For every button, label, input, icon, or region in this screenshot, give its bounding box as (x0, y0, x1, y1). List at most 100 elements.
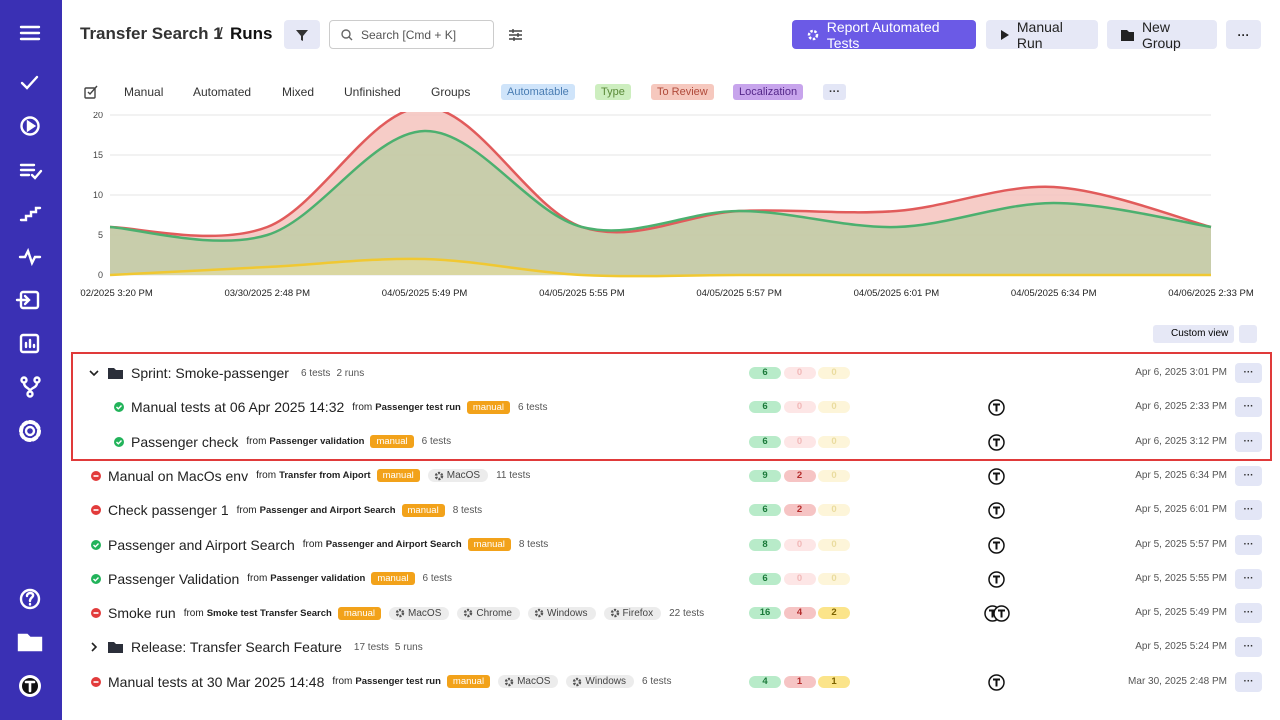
run-source: Passenger and Airport Search (260, 505, 396, 516)
test-count: 8 tests (453, 505, 482, 516)
table-row[interactable]: Passenger and Airport SearchfromPassenge… (62, 528, 1280, 562)
run-title: Manual on MacOs env (108, 468, 248, 484)
test-count: 8 tests (519, 539, 548, 550)
y-tick-label: 0 (98, 270, 103, 280)
x-tick-label: 04/05/2025 5:57 PM (696, 288, 782, 299)
x-tick-label: 04/05/2025 5:55 PM (539, 288, 625, 299)
run-count: 5 runs (395, 642, 423, 653)
x-tick-label: 04/05/2025 5:49 PM (382, 288, 468, 299)
count-pill: 16 (749, 607, 781, 619)
assignee-avatars (988, 537, 1005, 554)
table-row[interactable]: Manual on MacOs envfromTransfer from Aip… (62, 459, 1280, 493)
run-source: Passenger validation (270, 573, 365, 584)
from-label: from (332, 676, 352, 687)
env-chip: MacOS (389, 607, 449, 620)
table-row[interactable]: Check passenger 1fromPassenger and Airpo… (62, 493, 1280, 527)
status-icon (91, 540, 101, 550)
table-row[interactable]: Release: Transfer Search Feature 17 tests… (62, 630, 1280, 664)
group-title: Release: Transfer Search Feature (131, 639, 342, 655)
row-content: Check passenger 1fromPassenger and Airpo… (91, 493, 482, 527)
count-pill: 0 (818, 504, 850, 516)
custom-view-button[interactable]: Custom view (1153, 325, 1234, 343)
assignee-avatars (988, 468, 1005, 485)
run-date: Mar 30, 2025 2:48 PM (1128, 676, 1227, 687)
count-pill: 0 (818, 573, 850, 585)
view-settings-button[interactable] (1239, 325, 1257, 343)
assignee-avatars (988, 674, 1005, 691)
status-icon (91, 574, 101, 584)
status-icon (91, 608, 101, 618)
status-icon (91, 471, 101, 481)
count-pill: 8 (749, 539, 781, 551)
env-label: Windows (585, 676, 626, 687)
row-menu[interactable]: ··· (1235, 500, 1262, 520)
row-content: Passenger and Airport SearchfromPassenge… (91, 528, 548, 562)
group-icons (88, 641, 123, 653)
run-tag: manual (468, 538, 511, 551)
table-row[interactable]: Passenger ValidationfromPassenger valida… (62, 562, 1280, 596)
assignee-avatars (984, 605, 1010, 622)
count-pill: 1 (784, 676, 816, 688)
env-label: Windows (547, 608, 588, 619)
run-source: Passenger test run (355, 676, 441, 687)
run-tag: manual (371, 572, 414, 585)
row-menu[interactable]: ··· (1235, 672, 1262, 692)
row-menu[interactable]: ··· (1235, 535, 1262, 555)
run-tag: manual (338, 607, 381, 620)
count-pill: 4 (749, 676, 781, 688)
env-label: MacOS (408, 608, 441, 619)
run-date: Apr 5, 2025 6:01 PM (1135, 504, 1227, 515)
y-tick-label: 5 (98, 230, 103, 240)
run-title: Smoke run (108, 605, 176, 621)
row-content: Passenger ValidationfromPassenger valida… (91, 562, 452, 596)
button-label: Custom view (1171, 328, 1228, 339)
count-pill: 1 (818, 676, 850, 688)
x-tick-label: 04/06/2025 2:33 PM (1168, 288, 1254, 299)
count-pill: 2 (784, 504, 816, 516)
table-row[interactable]: Smoke runfromSmoke test Transfer Searchm… (62, 596, 1280, 630)
run-date: Apr 5, 2025 5:55 PM (1135, 573, 1227, 584)
count-pill: 0 (818, 539, 850, 551)
count-pill: 0 (818, 470, 850, 482)
run-tag: manual (447, 675, 490, 688)
test-count: 22 tests (669, 608, 704, 619)
y-tick-label: 15 (93, 150, 103, 160)
row-menu[interactable]: ··· (1235, 569, 1262, 589)
y-tick-label: 20 (93, 110, 103, 120)
highlight-box (71, 352, 1272, 461)
run-tag: manual (402, 504, 445, 517)
run-title: Passenger and Airport Search (108, 537, 295, 553)
count-pill: 9 (749, 470, 781, 482)
status-icon (91, 505, 101, 515)
env-label: Firefox (623, 608, 654, 619)
count-pill: 2 (784, 470, 816, 482)
run-source: Smoke test Transfer Search (207, 608, 332, 619)
row-menu[interactable]: ··· (1235, 603, 1262, 623)
test-count: 17 tests (354, 642, 389, 653)
env-chip: Chrome (457, 607, 520, 620)
assignee-avatars (988, 571, 1005, 588)
env-chip: Windows (566, 675, 634, 688)
run-source: Transfer from Aiport (279, 470, 371, 481)
run-date: Apr 5, 2025 5:49 PM (1135, 607, 1227, 618)
run-title: Check passenger 1 (108, 502, 229, 518)
table-row[interactable]: Manual tests at 30 Mar 2025 14:48fromPas… (62, 665, 1280, 699)
row-menu[interactable]: ··· (1235, 466, 1262, 486)
count-pill: 6 (749, 573, 781, 585)
count-pill: 0 (784, 573, 816, 585)
count-pill: 2 (818, 607, 850, 619)
count-pill: 6 (749, 504, 781, 516)
run-date: Apr 5, 2025 5:24 PM (1135, 641, 1227, 652)
run-date: Apr 5, 2025 6:34 PM (1135, 470, 1227, 481)
row-content: Manual on MacOs envfromTransfer from Aip… (91, 459, 530, 493)
test-count: 6 tests (423, 573, 452, 584)
count-pill: 0 (784, 539, 816, 551)
test-count: 6 tests (642, 676, 671, 687)
row-content: Manual tests at 30 Mar 2025 14:48fromPas… (91, 665, 671, 699)
count-pill: 4 (784, 607, 816, 619)
y-tick-label: 10 (93, 190, 103, 200)
row-menu[interactable]: ··· (1235, 637, 1262, 657)
env-label: MacOS (447, 470, 480, 481)
status-icon (91, 677, 101, 687)
plot (110, 107, 1211, 276)
